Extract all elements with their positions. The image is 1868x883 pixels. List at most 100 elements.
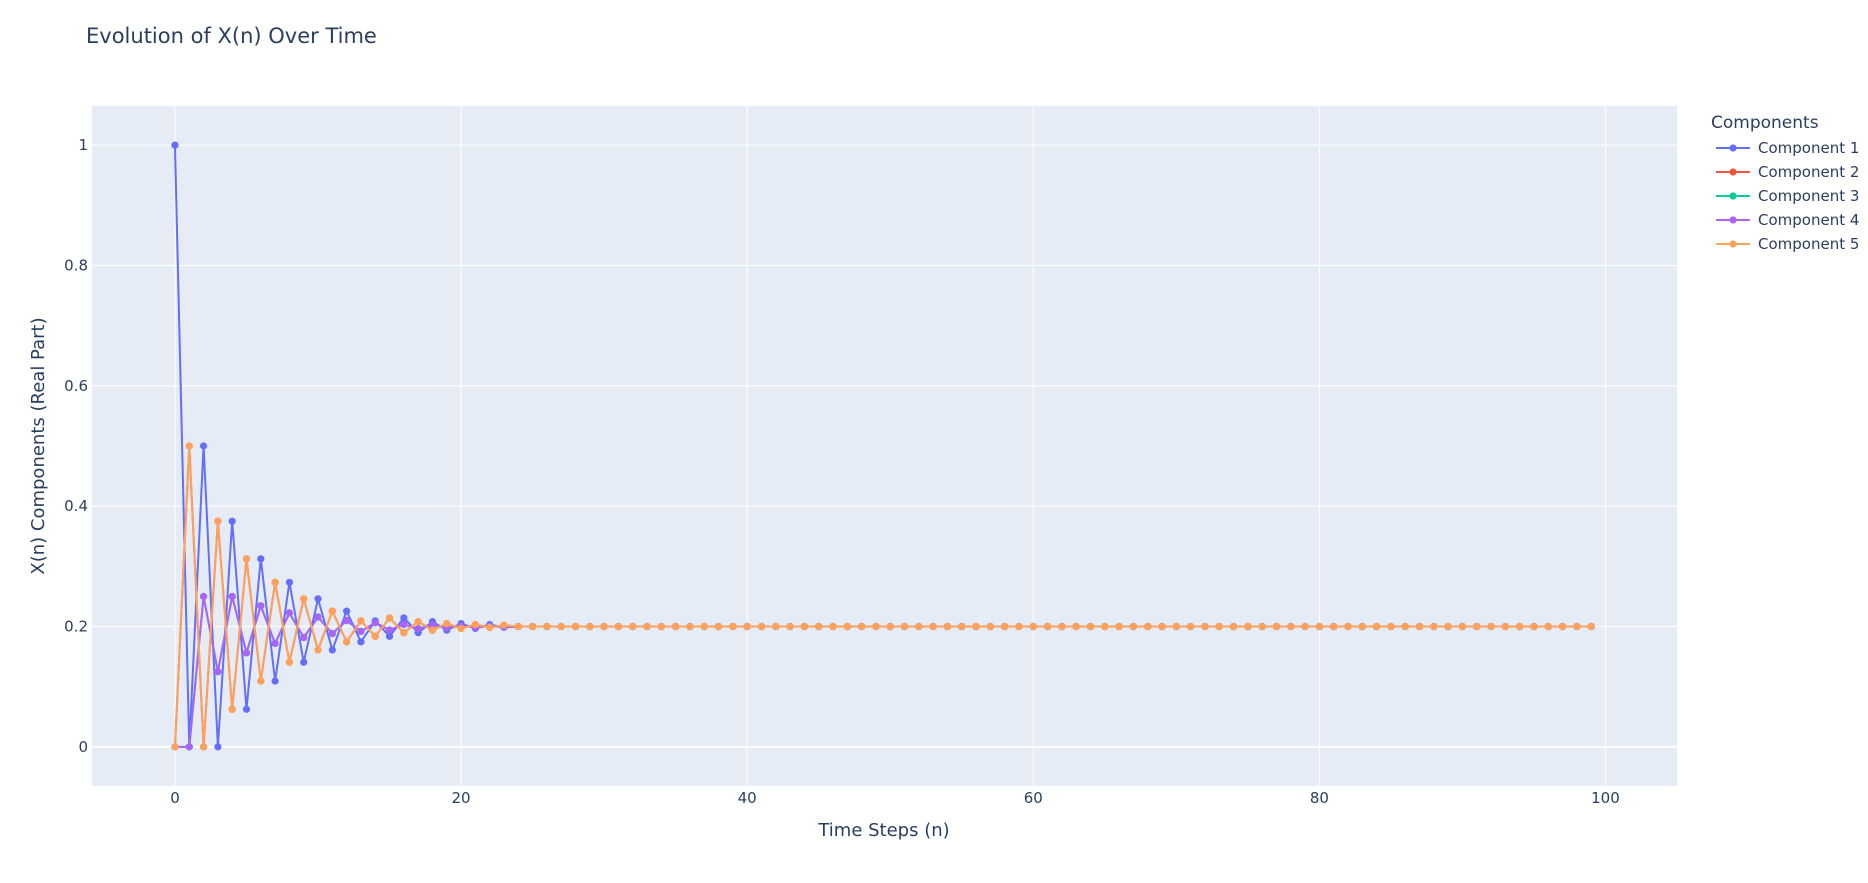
x-tick-label: 60 [1024, 789, 1043, 807]
data-point [600, 622, 608, 631]
data-point [1015, 622, 1023, 631]
data-point [242, 555, 251, 563]
data-point [357, 638, 365, 646]
data-point [1430, 622, 1438, 631]
data-point [1401, 622, 1409, 631]
x-tick-label: 20 [452, 789, 471, 807]
legend-item-component-4[interactable]: Component 4 [1716, 211, 1859, 229]
data-point [586, 622, 594, 631]
plot-area [92, 106, 1677, 786]
data-point [1315, 622, 1323, 631]
y-tick-label: 0.4 [64, 497, 88, 515]
data-point [943, 622, 952, 631]
data-point [528, 622, 537, 631]
data-point [900, 622, 909, 631]
data-point [1530, 622, 1538, 631]
data-point [328, 630, 336, 638]
legend-marker [1729, 240, 1737, 248]
data-point [385, 626, 394, 634]
data-point [729, 622, 737, 631]
y-tick-label: 0 [78, 738, 88, 756]
legend-item-component-3[interactable]: Component 3 [1716, 187, 1859, 205]
data-point [314, 646, 322, 654]
x-tick-label: 0 [170, 789, 180, 807]
data-point [815, 622, 823, 631]
data-point [414, 618, 422, 626]
legend-item-component-2[interactable]: Component 2 [1716, 163, 1859, 181]
data-point [214, 517, 222, 525]
y-axis-ticks: 0 0.2 0.4 0.6 0.8 1 [64, 136, 88, 756]
x-axis-ticks: 0 20 40 60 80 100 [170, 789, 1620, 807]
data-point [657, 622, 665, 631]
data-point [886, 622, 894, 631]
data-point [1458, 622, 1467, 631]
data-point [343, 607, 351, 615]
data-point [772, 622, 780, 631]
series-group [171, 141, 1595, 751]
data-point [486, 623, 494, 631]
data-point [414, 625, 422, 633]
legend-title: Components [1711, 113, 1819, 133]
data-point [571, 622, 580, 631]
data-point [686, 622, 694, 631]
data-point [672, 622, 680, 631]
data-point [1344, 622, 1352, 631]
data-point [800, 622, 808, 631]
data-point [328, 607, 336, 615]
data-point [257, 555, 265, 563]
y-tick-label: 1 [78, 136, 88, 154]
data-point [300, 633, 308, 642]
data-point [471, 620, 479, 629]
data-point [1229, 622, 1238, 631]
data-point [1244, 622, 1252, 631]
data-point [700, 622, 708, 631]
data-point [858, 622, 866, 631]
data-point [385, 632, 394, 640]
data-point [1187, 622, 1195, 631]
data-point [829, 622, 837, 631]
data-point [1272, 622, 1281, 631]
data-point [228, 705, 236, 713]
data-point [1086, 622, 1095, 631]
data-point [1587, 622, 1595, 631]
series-line-component-5 [173, 445, 1592, 748]
y-axis-title: X(n) Components (Real Part) [28, 317, 49, 574]
data-point [757, 622, 766, 631]
legend-item-component-1[interactable]: Component 1 [1716, 139, 1859, 157]
data-point [171, 743, 179, 751]
data-point [271, 677, 279, 685]
data-point [400, 629, 408, 637]
data-point [199, 592, 208, 601]
data-point [643, 622, 651, 631]
data-point [743, 622, 751, 631]
data-point [328, 646, 336, 654]
legend-marker [1729, 168, 1737, 176]
data-point [1544, 622, 1552, 631]
data-point [357, 627, 365, 636]
data-point [1115, 622, 1123, 631]
legend-label: Component 1 [1758, 139, 1859, 157]
data-point [357, 617, 365, 625]
data-point [171, 141, 179, 149]
data-point [1172, 622, 1180, 631]
data-point [385, 614, 394, 622]
y-tick-label: 0.6 [64, 377, 88, 395]
data-point [214, 743, 222, 751]
data-point [872, 622, 880, 631]
data-point [714, 622, 723, 631]
data-point [371, 619, 379, 627]
data-point [1101, 622, 1109, 631]
data-point [786, 622, 794, 631]
data-point [228, 592, 236, 601]
legend-item-component-5[interactable]: Component 5 [1716, 235, 1859, 253]
data-point [257, 677, 265, 685]
data-point [400, 614, 408, 622]
data-point [343, 638, 351, 646]
data-point [185, 743, 193, 751]
data-point [958, 622, 966, 631]
data-point [972, 622, 980, 631]
data-point [185, 442, 193, 450]
data-point [614, 622, 623, 631]
data-point [428, 621, 437, 629]
data-point [1330, 622, 1338, 631]
